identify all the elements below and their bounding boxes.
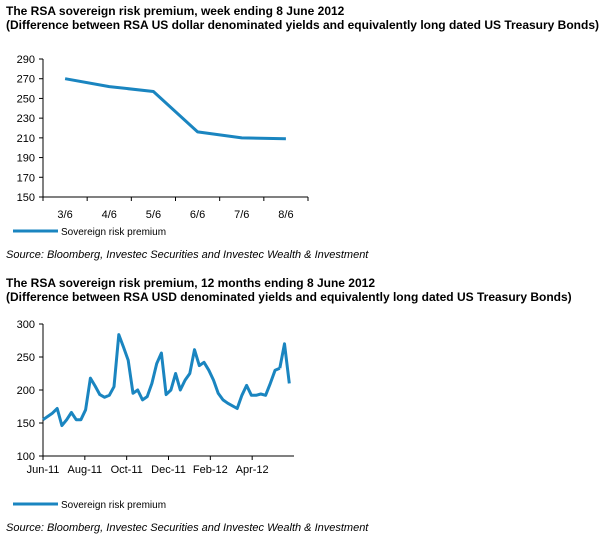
chart2-x-tick-label: Jun-11: [27, 464, 60, 476]
chart1-x-tick-label: 8/6: [278, 209, 293, 221]
chart2-x-tick-label: Aug-11: [68, 464, 103, 476]
chart2-x-tick-label: Dec-11: [151, 464, 186, 476]
chart1-y-tick-label: 210: [17, 133, 35, 145]
chart2-title: The RSA sovereign risk premium, 12 month…: [6, 276, 375, 290]
chart1-y-tick-label: 190: [17, 153, 35, 165]
chart2-y-tick-label: 250: [17, 352, 35, 364]
chart2-plot: 100 150 200 250 300 Jun-11 Aug-11 Oct-11 Dec-11 F…: [13, 319, 294, 511]
chart1-plot: 150 170 190 210 230 250 270 290 3/6 4/6 5/6 6/6 7/6 8…: [13, 54, 309, 238]
chart1-legend-label: Sovereign risk premium: [61, 227, 166, 238]
chart2-series-line: [42, 333, 281, 428]
chart1-subtitle: (Difference between RSA US dollar denomi…: [6, 18, 600, 32]
chart1-x-tick-label: 3/6: [57, 209, 72, 221]
chart1-y-tick-label: 250: [17, 93, 35, 105]
chart2-x-tick-label: Oct-11: [111, 464, 143, 476]
chart1-y-tick-label: 290: [17, 54, 35, 66]
chart2-series-line: [278, 342, 291, 384]
chart2-legend-label: Sovereign risk premium: [61, 500, 166, 511]
chart2-y-tick-label: 300: [17, 319, 35, 331]
chart2-subtitle: (Difference between RSA USD denominated …: [6, 290, 572, 304]
chart1-x-tick-label: 6/6: [190, 209, 205, 221]
chart1-y-tick-label: 230: [17, 113, 35, 125]
chart2-x-tick-label: Apr-12: [236, 464, 269, 476]
chart1-y-tick-label: 150: [17, 192, 35, 204]
chart2-y-tick-label: 150: [17, 418, 35, 430]
chart1-title: The RSA sovereign risk premium, week end…: [6, 4, 345, 18]
chart2-y-tick-label: 200: [17, 385, 35, 397]
chart2-source: Source: Bloomberg, Investec Securities a…: [6, 522, 369, 534]
chart1-x-tick-label: 4/6: [102, 209, 117, 221]
chart1-series-line: [64, 77, 286, 141]
chart2-x-tick-label: Feb-12: [193, 464, 228, 476]
chart1-source: Source: Bloomberg, Investec Securities a…: [6, 249, 369, 261]
chart1-y-tick-label: 170: [17, 172, 35, 184]
chart2-y-tick-label: 100: [17, 451, 35, 463]
chart1-x-tick-label: 5/6: [146, 209, 161, 221]
chart1-x-tick-label: 7/6: [234, 209, 249, 221]
chart1-y-tick-label: 270: [17, 74, 35, 86]
